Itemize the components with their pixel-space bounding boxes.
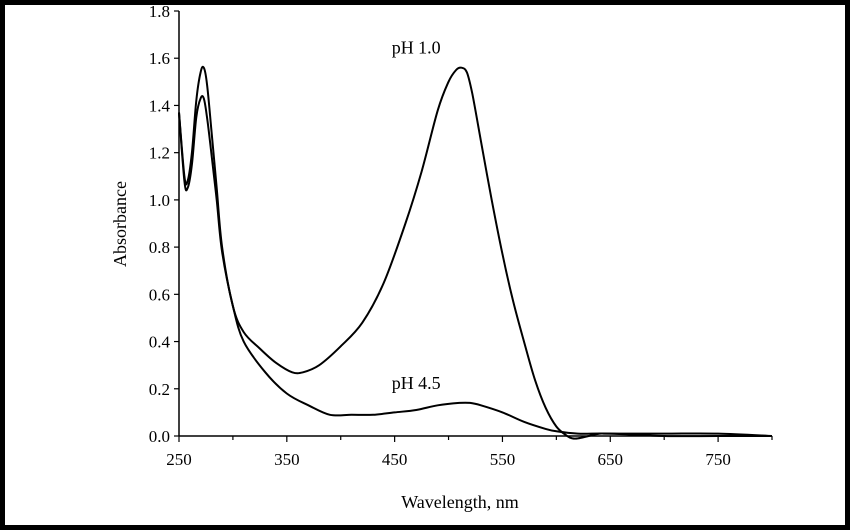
annotations: pH 1.0 pH 4.5: [392, 38, 441, 393]
y-tick-label: 0.6: [149, 285, 170, 304]
curves: [178, 65, 773, 440]
axes: [178, 11, 772, 437]
x-tick-label: 750: [705, 450, 731, 469]
ticks: 0.0 0.2 0.4 0.6 0.8 1.0 1.2 1.4 1.6 1.8 250 350 450 5…: [149, 2, 773, 469]
x-tick-label: 650: [598, 450, 624, 469]
y-tick-label: 0.0: [149, 427, 170, 446]
y-tick-label: 1.6: [149, 49, 170, 68]
x-tick-label: 550: [490, 450, 516, 469]
x-axis-label: Wavelength, nm: [401, 492, 519, 512]
curve-annotation: pH 4.5: [392, 373, 441, 393]
series-line-ph-1-0: [178, 65, 773, 440]
curve-annotation: pH 1.0: [392, 38, 441, 58]
y-tick-label: 1.0: [149, 191, 170, 210]
y-tick-label: 1.8: [149, 2, 170, 21]
y-tick-label: 0.4: [149, 333, 171, 352]
y-tick-label: 0.2: [149, 380, 170, 399]
series-line-ph-4-5: [178, 95, 772, 438]
x-tick-label: 350: [274, 450, 300, 469]
y-tick-label: 0.8: [149, 238, 170, 257]
y-tick-label: 1.4: [149, 96, 171, 115]
x-tick-label: 250: [166, 450, 192, 469]
y-axis-label: Absorbance: [110, 181, 130, 267]
y-tick-label: 1.2: [149, 144, 170, 163]
x-tick-label: 450: [382, 450, 408, 469]
